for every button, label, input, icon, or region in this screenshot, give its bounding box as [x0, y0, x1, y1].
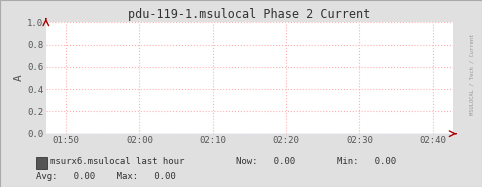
Text: Min:   0.00: Min: 0.00	[337, 157, 397, 166]
Text: Now:   0.00: Now: 0.00	[236, 157, 295, 166]
Title: pdu-119-1.msulocal Phase 2 Current: pdu-119-1.msulocal Phase 2 Current	[128, 8, 371, 21]
Text: msurx6.msulocal last hour: msurx6.msulocal last hour	[50, 157, 184, 166]
Text: MSULOCAL / Tech / Current: MSULOCAL / Tech / Current	[470, 34, 475, 115]
Text: Avg:   0.00    Max:   0.00: Avg: 0.00 Max: 0.00	[36, 172, 176, 181]
Y-axis label: A: A	[14, 75, 24, 82]
